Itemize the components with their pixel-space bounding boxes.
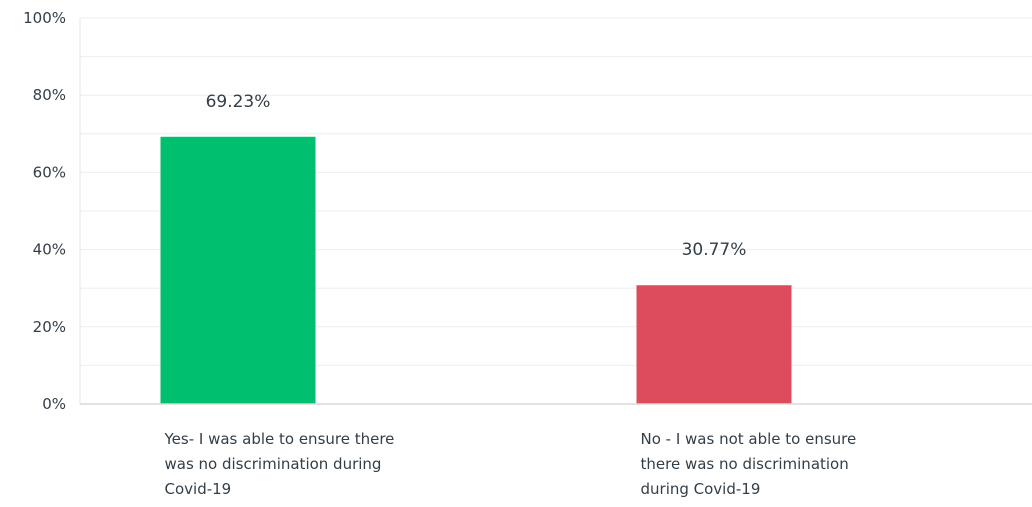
y-tick-label: 40% [33, 241, 66, 259]
y-tick-label: 60% [33, 163, 66, 181]
y-tick-label: 20% [33, 318, 66, 336]
bars: 69.23% 30.77% [160, 92, 792, 404]
y-tick-label: 100% [23, 9, 66, 27]
category-label-line: Covid-19 [165, 480, 232, 498]
y-tick-label: 0% [42, 395, 66, 413]
y-tick-label: 80% [33, 86, 66, 104]
category-label-line: No - I was not able to ensure [641, 430, 857, 448]
category-label: Yes- I was able to ensure there was no di… [164, 430, 395, 498]
category-labels: Yes- I was able to ensure there was no di… [164, 430, 857, 498]
bar-value-label: 69.23% [206, 92, 271, 112]
bar [636, 285, 792, 404]
category-label: No - I was not able to ensure there was n… [641, 430, 857, 498]
category-label-line: during Covid-19 [641, 480, 761, 498]
y-axis-ticks: 0% 20% 40% 60% 80% 100% [23, 9, 66, 413]
bar [160, 136, 316, 404]
category-label-line: Yes- I was able to ensure there [164, 430, 395, 448]
bar-value-label: 30.77% [682, 240, 747, 260]
category-label-line: there was no discrimination [641, 455, 849, 473]
category-label-line: was no discrimination during [165, 455, 382, 473]
